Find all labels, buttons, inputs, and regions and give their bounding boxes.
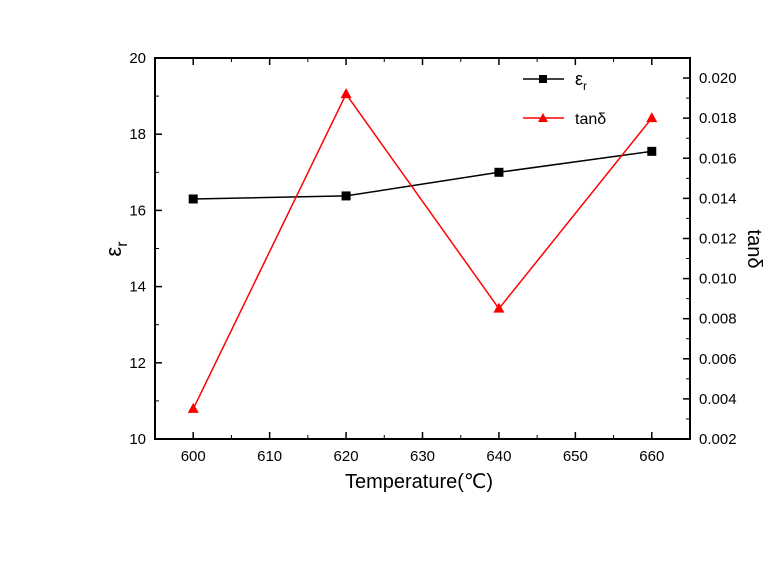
y-right-tick-label: 0.014 xyxy=(699,190,737,207)
series-line-epsilon xyxy=(193,150,652,200)
data-point-triangle xyxy=(646,112,658,123)
x-tick-label: 620 xyxy=(334,448,359,465)
data-point-square xyxy=(647,146,657,156)
y-left-tick-label: 12 xyxy=(129,355,146,372)
legend-entry-tandelta: tanδ xyxy=(523,111,606,128)
x-tick-label: 600 xyxy=(181,448,206,465)
data-point-triangle xyxy=(493,302,505,313)
series-line-tandelta xyxy=(192,92,653,410)
x-tick-label: 650 xyxy=(563,448,588,465)
x-axis-title: Temperature(℃) xyxy=(345,471,493,493)
legend-label-tandelta: tanδ xyxy=(575,111,606,128)
y-axis-left-title-sub: r xyxy=(114,241,131,247)
y-axis-right: 0.002 0.004 0.006 0.008 0.010 0.012 0.014 0.016… xyxy=(683,70,737,448)
x-tick-label: 660 xyxy=(639,448,664,465)
y-axis-left-title-main: ε xyxy=(101,247,126,257)
legend-entry-epsilon: εr xyxy=(523,69,587,93)
y-axis-left-title: εr xyxy=(101,241,131,257)
legend-marker-square xyxy=(539,75,547,83)
y-right-tick-label: 0.016 xyxy=(699,150,737,167)
y-left-tick-label: 16 xyxy=(129,202,146,219)
data-point-triangle xyxy=(187,402,199,413)
x-axis: 600 610 620 630 640 650 660 xyxy=(154,58,691,465)
x-tick-label: 640 xyxy=(486,448,511,465)
y-left-tick-label: 10 xyxy=(129,431,146,448)
data-point-square xyxy=(341,191,351,201)
plot-frame xyxy=(154,57,691,440)
data-point-square xyxy=(494,167,504,177)
data-point-square xyxy=(188,194,198,204)
y-axis-left: 10 12 14 16 18 20 xyxy=(129,50,162,448)
data-point-triangle xyxy=(340,88,352,99)
y-right-tick-label: 0.004 xyxy=(699,391,737,408)
x-tick-label: 610 xyxy=(257,448,282,465)
legend-marker-triangle xyxy=(538,113,548,122)
y-left-tick-label: 18 xyxy=(129,126,146,143)
y-right-tick-label: 0.012 xyxy=(699,230,737,247)
y-axis-right-title: tanδ xyxy=(743,230,765,269)
y-right-tick-label: 0.020 xyxy=(699,70,737,87)
y-right-tick-label: 0.006 xyxy=(699,351,737,368)
y-right-tick-label: 0.002 xyxy=(699,431,737,448)
legend: εr tanδ xyxy=(523,69,606,128)
y-left-tick-label: 14 xyxy=(129,279,146,296)
legend-label-epsilon: εr xyxy=(575,69,587,93)
x-tick-label: 630 xyxy=(410,448,435,465)
y-right-tick-label: 0.008 xyxy=(699,311,737,328)
y-left-tick-label: 20 xyxy=(129,50,146,67)
y-right-tick-label: 0.010 xyxy=(699,271,737,288)
series-layer xyxy=(187,88,658,413)
plot-frame-rect xyxy=(154,57,691,440)
y-right-tick-label: 0.018 xyxy=(699,110,737,127)
